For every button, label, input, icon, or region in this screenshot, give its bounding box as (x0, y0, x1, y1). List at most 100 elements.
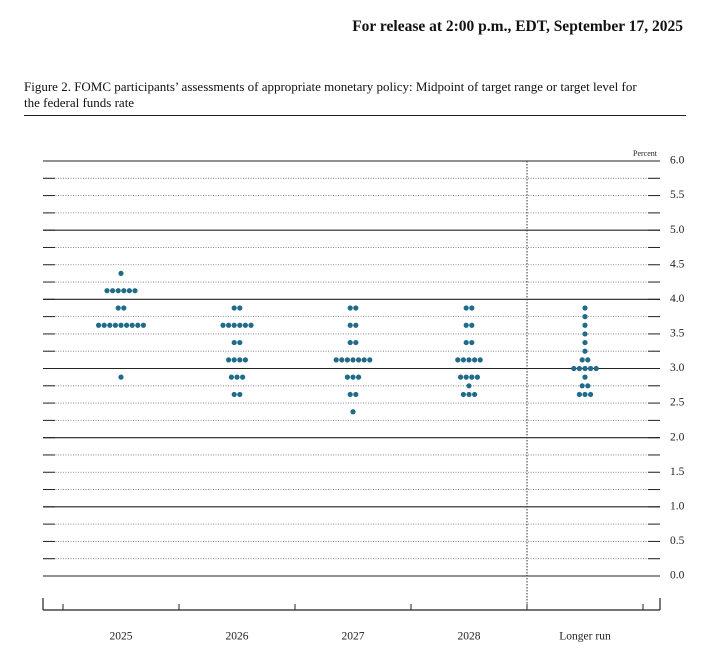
dot (240, 374, 246, 380)
dot (237, 339, 243, 346)
x-tick-label: 2026 (226, 631, 249, 643)
dot (248, 322, 254, 328)
dot (579, 357, 585, 363)
dot (353, 305, 359, 311)
dot (469, 305, 475, 311)
dot (469, 339, 475, 346)
dot (242, 357, 248, 363)
dot (347, 339, 353, 346)
dot (226, 322, 232, 328)
y-tick-label: 3.0 (670, 362, 685, 374)
dot (237, 357, 243, 363)
dot (350, 357, 356, 363)
dot (129, 322, 135, 328)
dot (228, 374, 234, 380)
dot (231, 391, 237, 398)
dot (582, 339, 588, 346)
dot (220, 322, 226, 328)
x-tick-label: Longer run (559, 631, 611, 643)
dot (571, 365, 577, 372)
dot (121, 288, 127, 294)
dot (231, 339, 237, 346)
dot (588, 365, 594, 372)
dot (582, 305, 588, 311)
dot (135, 322, 141, 328)
dot (356, 374, 362, 380)
y-axis-label: Percent (633, 149, 658, 158)
dot (118, 270, 124, 276)
y-tick-label: 1.5 (670, 466, 685, 478)
y-tick-label: 5.5 (670, 189, 685, 201)
y-tick-label: 4.0 (670, 293, 685, 305)
dot (582, 365, 588, 372)
dot (466, 357, 472, 363)
dot (477, 357, 483, 363)
dot (361, 357, 367, 363)
dot (585, 357, 591, 363)
dot (339, 357, 345, 363)
y-tick-label: 1.0 (670, 500, 685, 512)
dot (118, 374, 124, 380)
dot (333, 357, 339, 363)
dot (118, 322, 124, 328)
y-tick-label: 5.0 (670, 224, 685, 236)
dot (124, 322, 130, 328)
dot (466, 391, 472, 398)
dot (582, 331, 588, 337)
dot (579, 383, 585, 389)
dot (350, 374, 356, 380)
dot (353, 339, 359, 346)
dot (350, 409, 356, 415)
dot (582, 322, 588, 328)
dot (460, 357, 466, 363)
dot (231, 357, 237, 363)
dot (96, 322, 102, 328)
dot (576, 391, 583, 398)
dot (472, 391, 478, 398)
dot (344, 374, 350, 380)
dot (466, 383, 472, 389)
dot (226, 357, 232, 363)
x-tick-label: 2028 (458, 631, 481, 643)
dot (582, 374, 588, 380)
dot (472, 357, 478, 363)
dot (347, 305, 353, 311)
dot (237, 391, 243, 398)
dot (112, 322, 118, 328)
y-tick-label: 2.0 (670, 431, 685, 443)
dot (576, 365, 583, 372)
figure-title: Figure 2. FOMC participants’ assessments… (24, 79, 637, 110)
y-tick-label: 2.5 (670, 397, 685, 409)
dot (101, 322, 107, 328)
dot (582, 391, 588, 398)
dot (458, 374, 464, 380)
dot (353, 322, 359, 328)
dot (132, 288, 138, 294)
dot (356, 357, 362, 363)
dot (231, 322, 237, 328)
dot (126, 288, 132, 294)
y-tick-label: 4.5 (670, 258, 685, 270)
dot (344, 357, 350, 363)
dot (588, 391, 594, 398)
dot (582, 348, 588, 354)
dot (460, 391, 466, 398)
dot (231, 305, 237, 311)
dot (582, 314, 588, 320)
dot (242, 322, 248, 328)
title-rule (24, 115, 686, 116)
y-tick-label: 0.0 (670, 570, 685, 582)
dot (115, 288, 121, 294)
dot (585, 383, 591, 389)
dot (234, 374, 240, 380)
dot (353, 391, 359, 398)
dot (469, 374, 475, 380)
dot (463, 339, 469, 346)
dot (593, 365, 599, 372)
dot (121, 305, 127, 311)
dot (463, 374, 469, 380)
y-tick-label: 0.5 (670, 535, 685, 547)
dot (140, 322, 146, 328)
